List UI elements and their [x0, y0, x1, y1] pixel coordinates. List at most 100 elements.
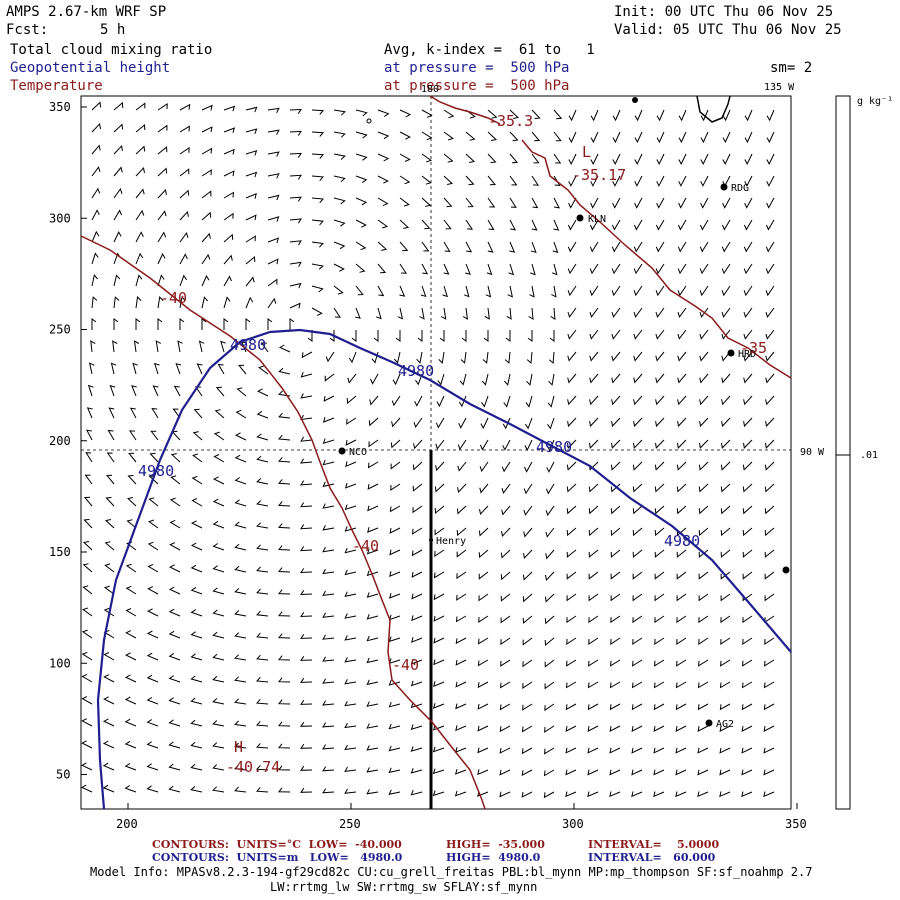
x-tick-label: 300: [562, 817, 584, 830]
wind-barb: [131, 385, 137, 397]
wind-barb: [610, 527, 621, 537]
wind-barb: [81, 718, 93, 727]
wind-barb: [366, 614, 379, 620]
wind-barb: [255, 765, 269, 771]
model-info: Model Info: MPASv8.2.3-194-gf29cd82c CU:…: [90, 865, 813, 879]
wind-barb: [764, 659, 775, 667]
wind-barb: [500, 615, 511, 624]
wind-barb: [720, 571, 731, 580]
wind-barb: [443, 153, 454, 163]
temperature-label: -35.3: [488, 112, 533, 130]
wind-barb: [530, 241, 537, 254]
wind-barb: [567, 219, 577, 231]
wind-barb: [179, 210, 189, 221]
wind-barb: [333, 219, 346, 227]
wind-barb: [531, 197, 539, 209]
wind-barb: [743, 417, 753, 428]
wind-barb: [267, 258, 279, 265]
wind-barb: [157, 188, 167, 199]
wind-barb: [390, 439, 401, 449]
wind-barb: [478, 593, 489, 602]
wind-barb: [567, 329, 577, 340]
temperature-label: -40: [352, 537, 379, 555]
wind-barb: [355, 109, 368, 117]
wind-barb: [455, 681, 467, 688]
wind-barb: [720, 593, 731, 602]
wind-barb: [588, 593, 599, 602]
wind-barb: [267, 151, 280, 157]
wind-barb: [135, 123, 146, 133]
wind-barb: [720, 637, 731, 645]
wind-barb: [544, 703, 555, 712]
wind-barb: [366, 767, 379, 773]
temperature-contour: [429, 95, 501, 125]
wind-barb: [234, 454, 247, 463]
wind-barb: [146, 674, 159, 683]
wind-barb: [212, 653, 225, 661]
wind-barb: [654, 659, 665, 667]
wind-barb: [675, 747, 687, 754]
wind-barb: [465, 241, 473, 253]
wind-barb: [458, 395, 467, 408]
wind-barb: [135, 102, 146, 111]
wind-barb: [568, 109, 577, 122]
wind-barb: [255, 743, 269, 749]
wind-barb: [462, 307, 469, 320]
wind-barb: [457, 483, 467, 494]
wind-barb: [499, 725, 511, 733]
wind-barb: [456, 571, 467, 580]
wind-barb: [355, 241, 367, 251]
wind-barb: [289, 130, 302, 136]
wind-barb: [553, 109, 563, 120]
wind-barb: [565, 725, 577, 733]
wind-barb: [421, 109, 433, 118]
wind-barb: [102, 784, 115, 793]
wind-barb: [609, 769, 621, 776]
wind-barb: [260, 342, 269, 353]
wind-barb: [721, 285, 731, 297]
wind-barb: [655, 351, 665, 362]
wind-barb: [478, 637, 489, 645]
wind-barb: [234, 698, 247, 705]
wind-barb: [157, 124, 168, 133]
wind-barb: [763, 681, 775, 689]
wind-barb: [112, 340, 118, 353]
wind-barb: [567, 351, 577, 362]
wind-barb: [311, 307, 323, 316]
wind-barb: [377, 131, 390, 140]
wind-barb: [440, 307, 447, 320]
wind-barb: [454, 790, 467, 797]
wind-barb: [654, 505, 665, 515]
wind-barb: [766, 197, 775, 209]
wind-barb: [223, 212, 234, 221]
wind-barb: [124, 762, 137, 771]
wind-barb: [146, 608, 159, 617]
wind-barb: [455, 703, 467, 710]
wind-barb: [126, 497, 137, 507]
wind-barb: [589, 285, 599, 297]
wind-barb: [223, 275, 232, 287]
wind-barb: [104, 541, 115, 551]
wind-barb: [193, 408, 203, 419]
wind-barb: [124, 696, 137, 705]
wind-barb: [157, 103, 168, 111]
field-cloud-label: Total cloud mixing ratio: [10, 42, 213, 58]
wind-barb: [86, 407, 93, 419]
wind-barb: [545, 571, 555, 582]
wind-barb: [549, 330, 555, 342]
field-height-label: Geopotential height: [10, 60, 171, 76]
wind-barb: [234, 786, 247, 793]
wind-barb: [388, 614, 401, 621]
wind-barb: [411, 593, 423, 600]
wind-barb: [415, 373, 423, 386]
wind-barb: [504, 351, 511, 364]
wind-barb: [545, 549, 555, 560]
wind-barb: [721, 241, 731, 253]
wind-barb: [566, 637, 577, 645]
wind-barb: [323, 395, 335, 402]
wind-barb: [148, 497, 159, 507]
wind-barb: [484, 307, 490, 320]
wind-barb: [169, 542, 181, 551]
wind-barb: [509, 219, 516, 231]
wind-barb: [544, 637, 555, 647]
